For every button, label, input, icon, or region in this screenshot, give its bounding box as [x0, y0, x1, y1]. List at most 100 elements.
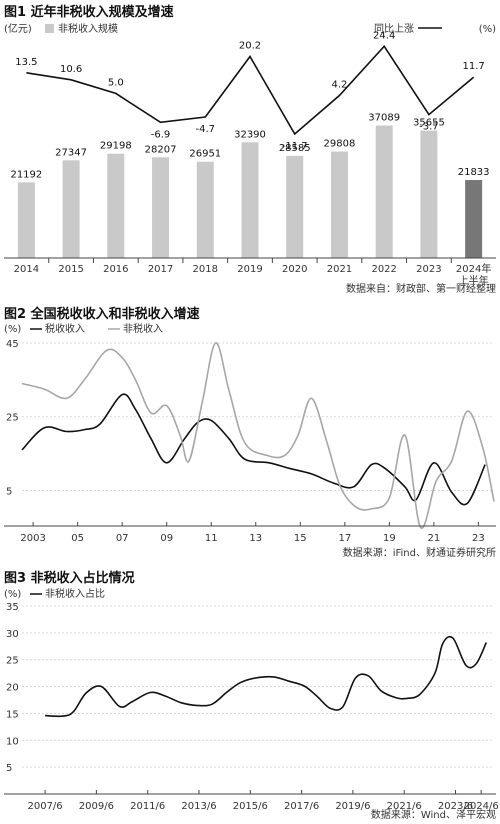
bar-2019	[241, 142, 259, 258]
growth-label-2022: 24.4	[373, 30, 395, 41]
x-tick-label-05: 05	[71, 533, 84, 544]
growth-label-2016: 5.0	[108, 77, 124, 88]
bar-2022	[375, 125, 393, 259]
y-tick-label-5: 5	[6, 763, 12, 774]
x-tick-label-2019: 2019	[237, 264, 262, 275]
y-tick-label-45: 45	[6, 339, 19, 350]
bar-value-label-2016: 29198	[100, 141, 132, 152]
chart-1-unit-right: (%)	[479, 24, 496, 35]
chart-1: 图1 近年非税收入规模及增速 (亿元) 非税收入规模 同比上涨 (%) 2119…	[4, 4, 496, 295]
x-tick-label-2021: 2021	[327, 264, 352, 275]
growth-label-2023: -3.7	[419, 122, 439, 133]
y-tick-label-5: 5	[6, 486, 12, 497]
chart-2-unit: (%)	[4, 324, 21, 335]
chart-3-title: 图3 非税收入占比情况	[4, 570, 135, 586]
chart-2-title: 图2 全国税收收入和非税收入增速	[4, 306, 200, 322]
y-tick-label-30: 30	[6, 629, 19, 640]
chart-1-legend-bar-swatch	[45, 24, 54, 33]
x-tick-label-2023: 2023	[416, 264, 441, 275]
x-tick-label-2022: 2022	[371, 264, 396, 275]
x-tick-label-2017: 2017	[148, 264, 173, 275]
series-line-税收收入	[21, 393, 486, 506]
x-tick-label-2015/6: 2015/6	[233, 801, 268, 812]
x-tick-label-2011/6: 2011/6	[130, 801, 165, 812]
bar-value-label-2019: 32390	[234, 129, 266, 140]
x-tick-label-2023/6: 2023/6	[438, 801, 473, 812]
bar-value-label-2022: 37089	[368, 113, 400, 124]
x-tick-label-2018: 2018	[193, 264, 218, 275]
growth-label-2019: 20.2	[239, 41, 261, 52]
bar-2023	[420, 130, 438, 258]
bar-value-label-2015: 27347	[55, 147, 87, 158]
bar-2015	[62, 160, 80, 258]
x-tick-label-17: 17	[338, 533, 351, 544]
x-tick-label-11: 11	[205, 533, 218, 544]
bar-2016	[107, 153, 125, 258]
bar-2018	[196, 161, 214, 258]
x-tick-label-2020: 2020	[282, 264, 307, 275]
y-tick-label-25: 25	[6, 413, 19, 424]
growth-label-2017: -6.9	[151, 129, 171, 140]
bar-2024年	[465, 180, 483, 258]
x-tick-label-09: 09	[160, 533, 173, 544]
x-tick-label-21: 21	[428, 533, 441, 544]
bar-value-label-2020: 28585	[279, 143, 311, 154]
bar-2017	[152, 157, 170, 258]
growth-label-2018: -4.7	[196, 124, 216, 135]
bar-value-label-2021: 29808	[324, 139, 356, 150]
x-tick-label-19: 19	[383, 533, 396, 544]
y-tick-label-25: 25	[6, 656, 19, 667]
y-tick-label-20: 20	[6, 683, 19, 694]
bar-value-label-2014: 21192	[10, 169, 42, 180]
chart-2-legend-tax-label: 税收收入	[45, 322, 85, 335]
chart-3-unit: (%)	[4, 589, 21, 600]
x-tick-label-2007/6: 2007/6	[27, 801, 62, 812]
x-tick-label-2013/6: 2013/6	[181, 801, 216, 812]
growth-label-2021: 4.2	[332, 79, 348, 90]
chart-2: 图2 全国税收收入和非税收入增速 (%) 税收收入 非税收入 45 25 5 200…	[4, 306, 496, 559]
growth-label-2014: 13.5	[15, 57, 37, 68]
x-tick-label-2009/6: 2009/6	[79, 801, 114, 812]
bar-2021	[330, 151, 348, 258]
x-tick-label-2021/6: 2021/6	[387, 801, 422, 812]
chart-1-title: 图1 近年非税收入规模及增速	[4, 4, 174, 20]
bar-2014	[17, 182, 35, 258]
bar-value-label-2018: 26951	[189, 149, 221, 160]
x-tick-label-23: 23	[472, 533, 485, 544]
x-tick-label-2019/6: 2019/6	[335, 801, 370, 812]
chart-3: 图3 非税收入占比情况 (%) 非税收入占比 35 30 25 20 15 10 5 200…	[4, 570, 499, 821]
x-tick-label-15: 15	[294, 533, 307, 544]
x-tick-label-07: 07	[116, 533, 129, 544]
x-tick-label-2016: 2016	[103, 264, 128, 275]
chart-3-source: 数据来源：Wind、泽平宏观	[371, 808, 496, 821]
growth-line	[26, 44, 475, 136]
growth-label-2024年: 11.7	[463, 61, 485, 72]
x-tick-label-2014: 2014	[14, 264, 39, 275]
y-tick-label-15: 15	[6, 709, 19, 720]
chart-2-legend-nontax-label: 非税收入	[123, 322, 163, 335]
x-tick-sublabel: 上半年	[459, 274, 489, 287]
bar-value-label-2024年: 21833	[458, 167, 490, 178]
x-tick-label-2017/6: 2017/6	[284, 801, 319, 812]
y-tick-label-35: 35	[6, 602, 19, 613]
chart-1-legend-bar-label: 非税收入规模	[58, 22, 118, 35]
chart-2-source: 数据来源：iFind、财通证券研究所	[343, 546, 496, 559]
y-tick-label-10: 10	[6, 736, 19, 747]
x-tick-label-2024/6: 2024/6	[464, 801, 499, 812]
x-tick-label-13: 13	[249, 533, 262, 544]
chart-1-source: 数据来自：财政部、第一财经整理	[346, 282, 496, 295]
growth-label-2020: -11.7	[282, 141, 308, 152]
x-tick-label-2015: 2015	[58, 264, 83, 275]
growth-label-2015: 10.6	[60, 64, 82, 75]
bar-2020	[286, 155, 304, 258]
chart-1-legend-line-label: 同比上涨	[374, 23, 414, 35]
bar-value-label-2023: 35655	[413, 118, 445, 129]
x-tick-label-2003: 2003	[20, 533, 45, 544]
chart-1-unit-left: (亿元)	[4, 22, 32, 35]
bar-value-label-2017: 28207	[145, 144, 177, 155]
x-tick-label-2024年: 2024年	[456, 262, 491, 275]
chart-3-legend-label: 非税收入占比	[45, 587, 105, 600]
series-line-非税收入	[21, 342, 495, 529]
series-line-非税收入占比	[45, 635, 488, 718]
